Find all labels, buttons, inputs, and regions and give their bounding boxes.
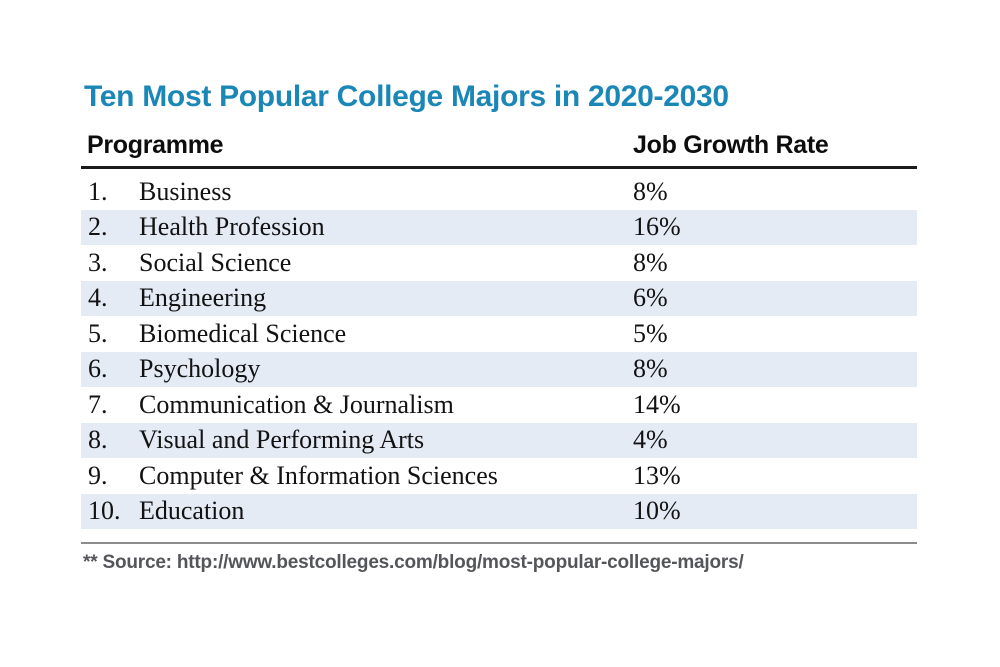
row-rank: 2. [88, 212, 108, 242]
row-growth-rate: 13% [633, 460, 681, 490]
programme-cell: 6. Psychology [88, 354, 633, 384]
programme-cell: 5. Biomedical Science [88, 319, 633, 349]
row-growth-rate: 8% [633, 354, 668, 384]
row-growth-rate: 4% [633, 425, 668, 455]
row-rank: 9. [88, 460, 108, 490]
row-programme: Communication & Journalism [139, 389, 454, 419]
row-rank: 10. [88, 496, 121, 526]
programme-cell: 8. Visual and Performing Arts [88, 425, 633, 455]
table-row: 3. Social Science 8% [81, 245, 917, 281]
programme-cell: 1. Business [88, 177, 633, 207]
programme-cell: 9. Computer & Information Sciences [88, 461, 633, 491]
row-rank: 7. [88, 389, 108, 419]
row-programme: Visual and Performing Arts [139, 425, 425, 455]
row-growth-rate: 8% [633, 247, 668, 277]
row-growth-rate: 16% [633, 212, 681, 242]
table-row: 5. Biomedical Science 5% [81, 316, 917, 352]
row-programme: Business [139, 176, 232, 206]
row-rank: 1. [88, 176, 108, 206]
table-row: 10. Education 10% [81, 493, 917, 529]
column-header-programme: Programme [87, 131, 224, 159]
table-row: 7. Communication & Journalism 14% [81, 387, 917, 423]
row-programme: Biomedical Science [139, 318, 347, 348]
row-rank: 4. [88, 283, 108, 313]
row-programme: Computer & Information Sciences [139, 460, 498, 490]
programme-cell: 7. Communication & Journalism [88, 390, 633, 420]
row-programme: Education [139, 496, 245, 526]
row-rank: 5. [88, 318, 108, 348]
row-growth-rate: 8% [633, 176, 668, 206]
programme-cell: 4. Engineering [88, 283, 633, 313]
programme-cell: 2. Health Profession [88, 212, 633, 242]
row-growth-rate: 10% [633, 496, 681, 526]
row-growth-rate: 5% [633, 318, 668, 348]
row-rank: 6. [88, 354, 108, 384]
table-row: 9. Computer & Information Sciences 13% [81, 458, 917, 494]
row-programme: Health Profession [139, 212, 325, 242]
column-header-job-growth-rate: Job Growth Rate [633, 131, 829, 159]
row-rank: 8. [88, 425, 108, 455]
source-note: ** Source: http://www.bestcolleges.com/b… [83, 552, 744, 573]
majors-table-panel: Ten Most Popular College Majors in 2020-… [81, 78, 917, 574]
table-row: 6. Psychology 8% [81, 351, 917, 387]
source-divider: ** Source: http://www.bestcolleges.com/b… [81, 542, 917, 574]
programme-cell: 10. Education [88, 496, 633, 526]
row-growth-rate: 6% [633, 283, 668, 313]
row-growth-rate: 14% [633, 389, 681, 419]
table-body: 1. Business 8% 2. Health Profession 16% … [81, 174, 917, 529]
table-row: 2. Health Profession 16% [81, 209, 917, 245]
table-row: 1. Business 8% [81, 174, 917, 210]
page-title: Ten Most Popular College Majors in 2020-… [84, 80, 729, 113]
row-programme: Engineering [139, 283, 267, 313]
row-programme: Social Science [139, 247, 292, 277]
row-programme: Psychology [139, 354, 261, 384]
row-rank: 3. [88, 247, 108, 277]
table-row: 4. Engineering 6% [81, 280, 917, 316]
programme-cell: 3. Social Science [88, 248, 633, 278]
table-row: 8. Visual and Performing Arts 4% [81, 422, 917, 458]
table-header-row: Programme Job Growth Rate [81, 122, 917, 169]
